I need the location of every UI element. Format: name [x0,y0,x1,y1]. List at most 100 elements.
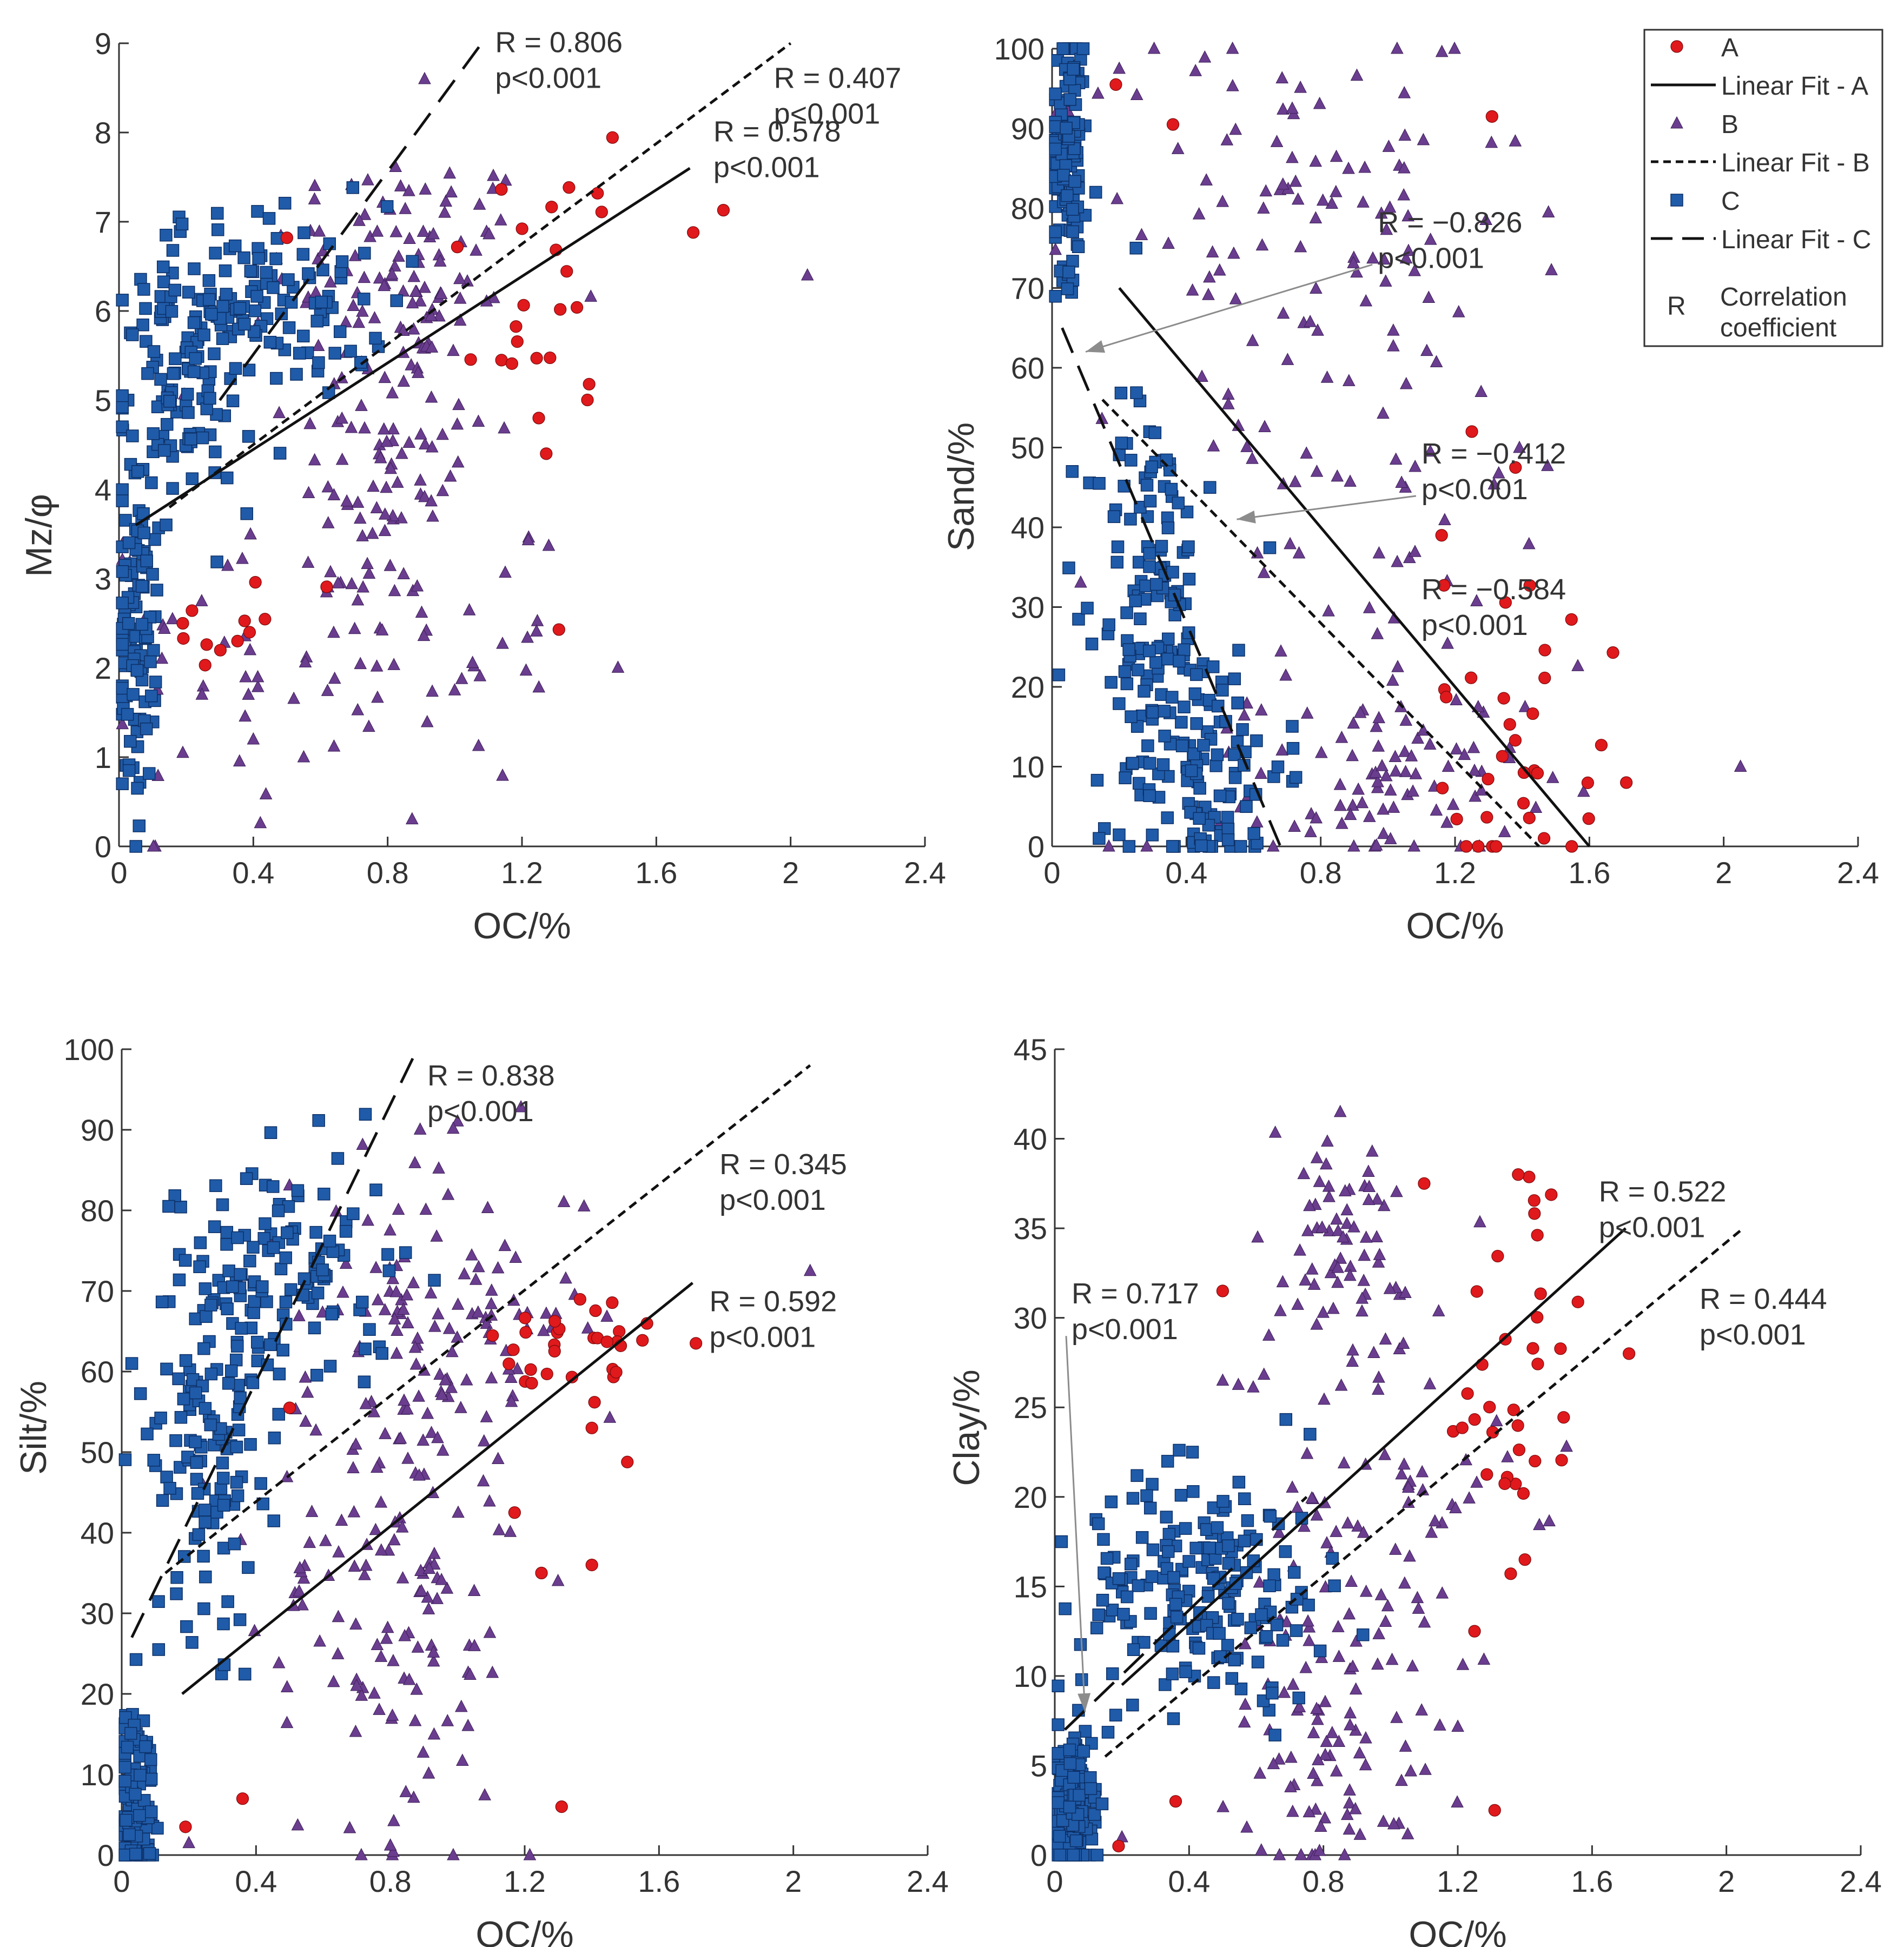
point-B [1347,839,1360,852]
point-B [1398,1576,1411,1589]
point-C [1074,1638,1087,1651]
point-C [158,444,171,457]
point-B [371,1460,384,1473]
point-C [1093,476,1106,490]
point-C [1279,1413,1293,1426]
y-tick-label: 40 [1014,1122,1047,1156]
point-A [1554,1342,1567,1355]
point-B [1448,41,1461,54]
point-B [402,1672,416,1685]
point-B [483,1494,496,1507]
point-C [167,367,180,380]
series-B [116,71,814,852]
point-C [216,1198,229,1211]
point-C [120,1813,133,1827]
point-B [455,672,468,684]
point-C [270,372,283,385]
point-A [1456,1421,1469,1434]
point-C [1255,1608,1268,1621]
point-B [308,453,321,466]
point-B [399,1785,413,1797]
point-B [409,1357,423,1370]
point-C [244,264,257,277]
point-B [416,1745,430,1758]
point-B [1401,1827,1414,1839]
point-C [1234,1683,1248,1696]
point-C [1158,705,1171,718]
point-B [1315,1220,1329,1233]
point-C [246,1376,260,1389]
point-C [1107,510,1121,524]
point-B [451,455,465,468]
point-C [1179,1522,1192,1535]
point-C [204,1367,218,1381]
point-B [1356,1292,1369,1304]
point-C [1076,42,1090,55]
point-B [1438,513,1451,525]
point-C [1286,720,1299,733]
point-A [1517,797,1530,810]
point-B [1226,79,1239,91]
point-A [1480,1468,1493,1481]
point-B [335,411,349,424]
point-C [1221,811,1234,824]
point-B [351,593,365,606]
y-tick-label: 80 [81,1194,114,1228]
point-A [1518,1553,1531,1566]
point-C [1092,1608,1105,1621]
point-C [1125,710,1138,723]
point-C [315,295,328,309]
point-C [312,356,325,369]
point-C [1328,1579,1341,1592]
x-tick-label: 0.8 [1300,856,1342,890]
annotation-p: p<0.001 [1422,473,1528,506]
point-C [192,1528,206,1541]
point-B [584,289,598,302]
point-C [279,1295,293,1309]
point-B [1509,134,1522,147]
point-C [1173,654,1186,668]
x-tick-label: 2 [782,856,799,890]
fit-line-B [1101,399,1540,847]
point-C [1251,1655,1265,1668]
point-B [1186,283,1199,296]
point-A [1531,767,1544,780]
point-A [540,447,553,460]
point-B [531,614,544,626]
point-C [1068,175,1081,188]
point-C [244,1438,257,1451]
point-B [296,1598,309,1611]
point-A [606,1296,619,1309]
point-B [1332,1650,1346,1662]
point-B [485,1283,498,1296]
y-axis-label: Mz/φ [18,494,60,577]
point-B [416,1433,430,1446]
point-C [1069,1834,1083,1847]
point-C [1166,691,1179,704]
point-B [1451,1795,1464,1807]
point-C [1244,1621,1258,1634]
point-A [199,659,211,672]
point-B [1274,644,1287,657]
point-A [1523,811,1536,825]
point-C [160,1471,173,1484]
point-C [1238,1492,1251,1505]
legend-marker-A [1670,40,1683,53]
point-B [1275,743,1288,756]
y-tick-label: 4 [95,473,111,507]
point-B [1475,783,1488,796]
x-tick-label: 0.8 [367,856,409,890]
point-B [386,1708,399,1721]
point-C [1238,1534,1251,1548]
point-B [291,1818,305,1831]
point-C [126,429,139,442]
point-B [358,208,372,220]
point-C [240,507,253,520]
point-B [1298,1519,1311,1532]
point-B [456,1753,469,1766]
point-C [390,294,404,307]
point-A [581,393,594,407]
panel-silt-vs-oc: 0 0.4 0.8 1.2 1.6 2 2.40102030405060708090100O… [13,1032,949,1947]
point-B [396,1302,410,1315]
